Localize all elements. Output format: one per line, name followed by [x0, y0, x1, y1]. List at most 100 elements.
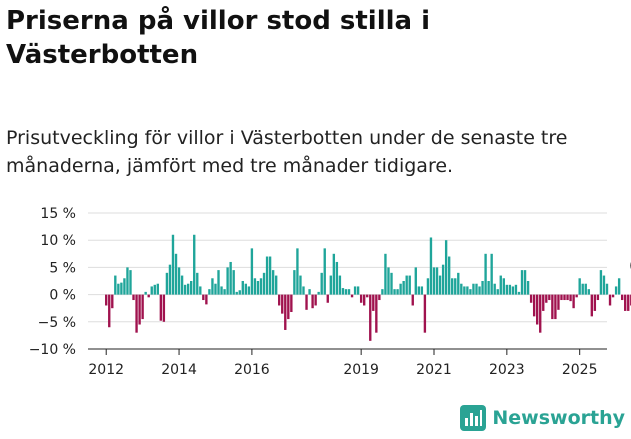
bar [171, 234, 175, 295]
bar [523, 270, 527, 295]
bar [487, 281, 490, 295]
bar [335, 261, 339, 295]
bar [499, 275, 502, 295]
bar [444, 240, 448, 295]
bar [575, 294, 578, 298]
bar [411, 294, 414, 306]
bar-chart-icon [460, 405, 487, 431]
bar [123, 278, 126, 295]
bar [138, 294, 141, 325]
bar [554, 294, 557, 320]
bar [432, 267, 436, 295]
bar [311, 294, 314, 309]
bar [438, 275, 442, 295]
bar [241, 281, 244, 295]
bar [253, 278, 257, 295]
bar [526, 281, 530, 295]
bar [441, 264, 445, 295]
bar [232, 270, 235, 295]
bar [508, 284, 512, 295]
bar [542, 294, 545, 311]
y-tick-label: −10 % [29, 342, 76, 358]
bar [372, 294, 375, 311]
bar [387, 267, 390, 295]
bar [344, 289, 348, 295]
bar [150, 286, 153, 295]
bar [624, 294, 627, 311]
x-tick-label: 2025 [562, 362, 598, 378]
bar [223, 289, 226, 295]
bar [208, 289, 211, 295]
bar [557, 294, 560, 310]
bar [168, 264, 172, 295]
bar [611, 294, 615, 298]
x-tick-label: 2012 [88, 362, 124, 378]
bar [493, 283, 496, 295]
bar [463, 286, 466, 295]
bar [320, 272, 323, 295]
bar [156, 283, 159, 295]
bar [147, 294, 150, 298]
bar [563, 294, 566, 301]
bar [460, 283, 463, 295]
bar [614, 286, 618, 295]
bar [229, 261, 232, 295]
bar [205, 294, 208, 305]
bar [590, 294, 594, 317]
bar [265, 256, 269, 295]
bar [399, 283, 402, 295]
bar [132, 294, 135, 301]
bar [414, 267, 417, 295]
bar [517, 291, 521, 295]
bar [326, 294, 329, 303]
bar [408, 275, 411, 295]
bar [323, 248, 326, 295]
y-tick-label: 15 % [40, 206, 76, 222]
bar [144, 291, 147, 295]
bar [287, 294, 290, 320]
bar [274, 275, 278, 295]
bar [466, 286, 469, 295]
bar [396, 289, 399, 295]
bar [417, 286, 421, 295]
bar [259, 278, 263, 295]
bar [402, 281, 405, 295]
bar [129, 270, 132, 295]
bar [278, 294, 281, 306]
bar [193, 234, 196, 295]
bar [569, 294, 572, 302]
bar [174, 253, 178, 295]
bar [186, 283, 190, 295]
bar [405, 275, 408, 295]
bar [602, 275, 606, 295]
bar [529, 294, 533, 303]
bar [141, 294, 144, 320]
bar [302, 286, 305, 295]
bar [153, 284, 156, 295]
bar [532, 294, 536, 317]
bar [593, 294, 597, 311]
bar [308, 289, 311, 295]
bar [314, 294, 317, 306]
bar [566, 294, 569, 301]
bar [481, 281, 484, 295]
x-tick-label: 2023 [489, 362, 525, 378]
bar [217, 270, 220, 295]
bar [296, 248, 299, 295]
bar [284, 294, 287, 330]
bar [299, 275, 302, 295]
bar [426, 278, 430, 295]
y-tick-label: 0 % [49, 288, 76, 304]
bar [332, 253, 336, 295]
x-tick-label: 2016 [234, 362, 270, 378]
y-tick-label: −5 % [38, 315, 76, 331]
bar [235, 291, 238, 295]
newsworthy-logo: Newsworthy [460, 405, 625, 431]
bar [268, 256, 272, 295]
bar [545, 294, 548, 303]
x-tick-label: 2019 [343, 362, 379, 378]
bar [475, 283, 478, 295]
bar [581, 283, 584, 295]
bar [190, 281, 193, 295]
bar [111, 294, 114, 309]
